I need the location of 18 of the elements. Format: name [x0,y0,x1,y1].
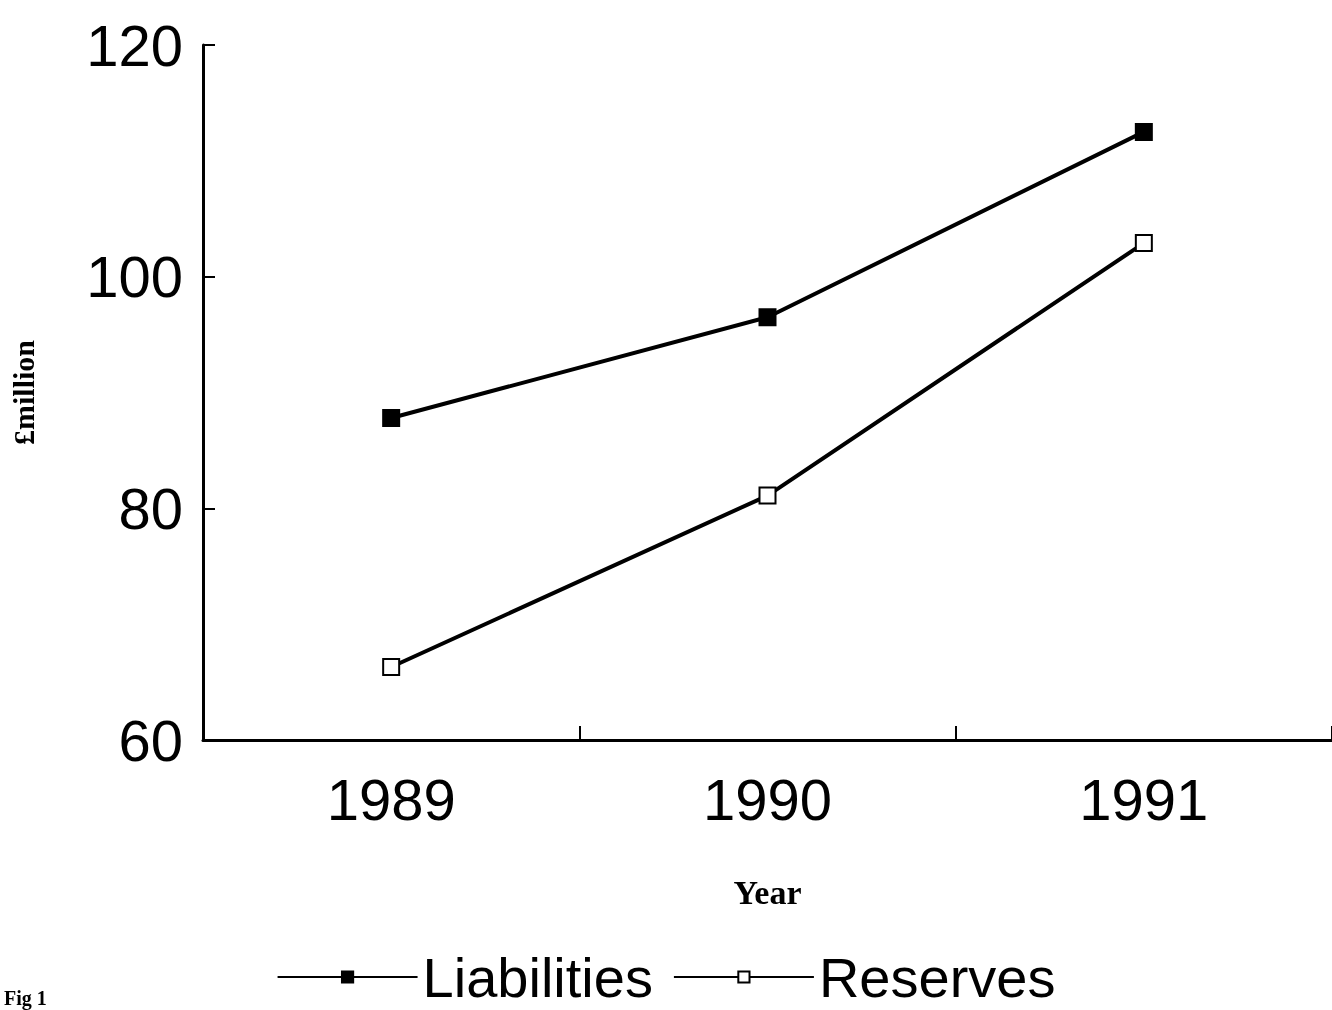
y-axis-title: £million [6,339,40,446]
point [758,486,777,505]
x-tick-label: 1990 [702,766,833,832]
x-axis-title: Year [733,873,802,911]
caption: Fig 1 [4,987,47,1010]
point [1134,122,1153,141]
x-tick-label: 1989 [326,766,456,832]
y-tick-label: 80 [118,475,183,541]
point [758,308,777,327]
y-tick-label: 100 [86,244,183,310]
legend-label: Liabilities [422,945,653,1009]
point [382,658,401,677]
y-tick-label: 120 [86,12,183,78]
y-tick-label: 60 [118,707,183,773]
x-tick-label: 1991 [1079,766,1209,832]
point [382,408,401,427]
point [1134,234,1153,253]
legend-label: Reserves [818,945,1056,1009]
